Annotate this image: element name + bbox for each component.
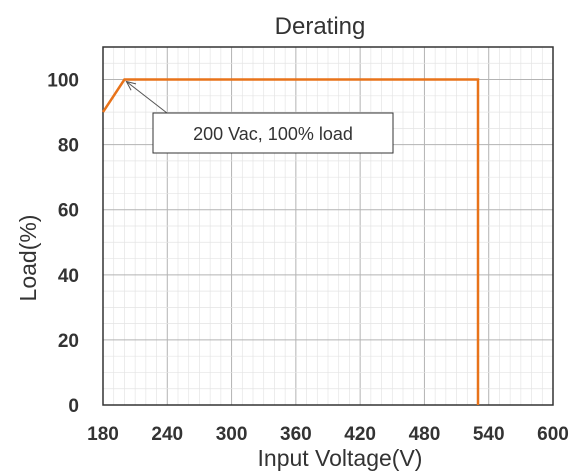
chart-title: Derating <box>275 13 366 40</box>
annotation-label: 200 Vac, 100% load <box>193 124 353 144</box>
y-tick-label: 20 <box>58 331 79 352</box>
series-layer <box>101 78 480 405</box>
x-tick-label: 540 <box>473 424 505 445</box>
annotation-layer: 200 Vac, 100% load <box>125 80 394 154</box>
y-tick-label: 40 <box>58 266 79 287</box>
y-tick-label: 100 <box>47 71 79 92</box>
y-tick-label: 0 <box>68 396 79 417</box>
y-axis-ticks: 0 20 40 60 80 100 <box>47 71 79 417</box>
x-tick-label: 240 <box>151 424 183 445</box>
y-axis-label: Load(%) <box>15 215 41 302</box>
annotation-box <box>152 112 394 154</box>
annotation-leader-line <box>126 81 168 114</box>
derating-series-line <box>101 78 480 405</box>
x-axis-ticks: 180 240 300 360 420 480 540 600 <box>87 424 569 445</box>
x-tick-label: 300 <box>216 424 248 445</box>
x-tick-label: 180 <box>87 424 119 445</box>
y-tick-label: 60 <box>58 201 79 222</box>
x-tick-label: 480 <box>409 424 441 445</box>
grid <box>103 47 553 405</box>
x-tick-label: 420 <box>344 424 376 445</box>
y-tick-label: 80 <box>58 136 79 157</box>
x-axis-label: Input Voltage(V) <box>258 445 423 471</box>
x-tick-label: 360 <box>280 424 312 445</box>
plot-frame <box>102 46 554 406</box>
annotation-arrowhead <box>125 80 137 91</box>
x-tick-label: 600 <box>537 424 569 445</box>
